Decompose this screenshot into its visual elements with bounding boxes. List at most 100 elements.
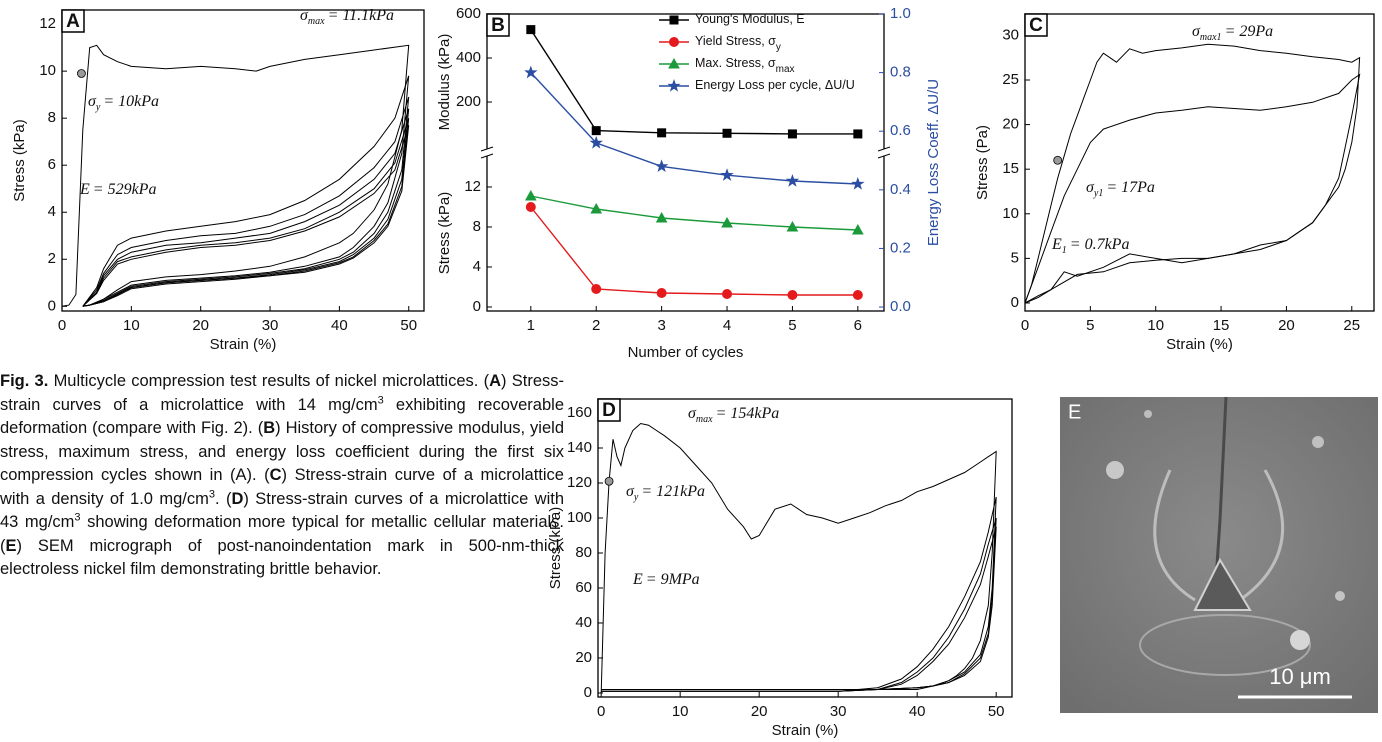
annotation-main: σ <box>300 7 309 24</box>
x-tick-label: 25 <box>1343 317 1360 334</box>
sem-particle <box>1335 591 1345 601</box>
caption-text: ) Stress-strain curve of a microlattice … <box>0 466 564 508</box>
legend-label-sub: max <box>776 64 795 75</box>
caption-text: Fig. 3. <box>0 372 49 390</box>
annotation: E = 529kPa <box>79 181 156 198</box>
y-tick-label: 4 <box>473 258 481 275</box>
panel-label: D <box>602 400 616 421</box>
y-axis-title: Stress (kPa) <box>11 119 28 202</box>
x-tick-label: 4 <box>723 317 731 334</box>
axis-break <box>481 149 493 156</box>
panel-label: C <box>1029 15 1043 36</box>
annotation-main: σ <box>88 93 97 110</box>
y-tick-label: 140 <box>567 439 592 456</box>
marker <box>720 168 734 181</box>
caption-text: ) SEM micrograph of post-nanoindentation… <box>0 536 564 579</box>
x-tick-label: 20 <box>751 703 768 720</box>
legend-label-main: Yield Stress, σ <box>695 34 776 48</box>
y-tick-label: 8 <box>473 218 481 235</box>
y2-tick-label: 0.8 <box>890 64 911 81</box>
data-line <box>601 496 997 692</box>
y-tick-label: 2 <box>48 250 56 267</box>
annotation-text: = 9MPa <box>646 571 700 588</box>
x-tick-label: 5 <box>1086 317 1094 334</box>
x-tick-label: 1 <box>527 317 535 334</box>
data-line <box>530 72 858 185</box>
marker <box>526 25 536 35</box>
annotation-main: σ <box>688 405 697 422</box>
annotation-sub: max <box>696 414 713 425</box>
caption-text: C <box>269 466 282 484</box>
x-tick-label: 0 <box>597 703 605 720</box>
sem-ridge <box>1239 469 1285 602</box>
y-tick-label: 12 <box>464 178 481 195</box>
y-tick-label: 60 <box>575 579 592 596</box>
y2-axis-title: Energy Loss Coeff. ΔU/U <box>925 79 942 246</box>
caption-text: ) Stress-strain curves of a microlattice… <box>0 372 565 414</box>
legend-label: Max. Stress, σmax <box>695 56 795 75</box>
data-line <box>600 422 997 694</box>
panel-label: B <box>491 15 505 36</box>
annotation-sub: y1 <box>1093 188 1103 199</box>
x-tick-label: 0 <box>58 317 66 334</box>
annotation-sub: 1 <box>1062 245 1067 256</box>
y-tick-label: 0 <box>584 684 592 701</box>
annotation-text: = 121kPa <box>641 483 705 500</box>
annotation-text: = 154kPa <box>716 405 780 422</box>
marker <box>591 126 601 136</box>
annotation: σy = 10kPa <box>88 93 159 113</box>
sem-image: E 10 μm <box>1060 396 1378 713</box>
annotation: E1 = 0.7kPa <box>1051 236 1129 256</box>
data-line <box>530 29 858 135</box>
marker <box>787 129 797 139</box>
x-axis-title: Strain (%) <box>772 722 839 739</box>
data-line <box>601 517 997 692</box>
x-tick-label: 20 <box>1278 317 1295 334</box>
y-tick-label: 20 <box>1002 116 1019 133</box>
x-axis-title: Strain (%) <box>210 336 277 353</box>
y-tick-label: 8 <box>48 109 56 126</box>
y2-tick-label: 0.2 <box>890 239 911 256</box>
annotation: E = 9MPa <box>632 571 700 588</box>
yield-point <box>604 476 614 486</box>
legend-marker <box>667 78 681 92</box>
x-tick-label: 50 <box>988 703 1005 720</box>
annotation-text: = 10kPa <box>103 93 159 110</box>
annotation-main: σ <box>626 483 635 500</box>
annotation: σmax = 11.1kPa <box>300 7 394 27</box>
marker <box>524 65 538 79</box>
annotation: σmax1 = 29Pa <box>1192 23 1273 43</box>
axis-break <box>877 153 891 159</box>
sem-particle <box>1106 461 1124 479</box>
marker <box>852 290 863 300</box>
data-line <box>82 108 410 307</box>
x-axis-title: Number of cycles <box>628 344 744 361</box>
caption-text: E <box>5 536 17 555</box>
plot-frame <box>61 9 425 312</box>
annotation-text: = 11.1kPa <box>328 7 394 24</box>
annotation-text: = 29Pa <box>1225 23 1274 40</box>
data-line <box>530 206 858 296</box>
caption-text: 3 <box>377 394 384 406</box>
y-tick-label: 80 <box>575 544 592 561</box>
caption-text: B <box>263 419 276 437</box>
legend-label-main: Young's Modulus, E <box>695 12 805 26</box>
chart: 0 10 20 30 40 50 0 20 40 60 80 100 120 140 160 Strain (… <box>547 398 1013 739</box>
annotation: σmax = 154kPa <box>688 405 779 425</box>
panel-label-box <box>61 9 85 33</box>
annotation-text: = 0.7kPa <box>1070 236 1130 253</box>
x-tick-label: 0 <box>1021 317 1029 334</box>
marker <box>787 290 798 300</box>
panel-label-box <box>597 398 621 422</box>
y-tick-label: 0 <box>1011 294 1019 311</box>
caption-text: exhibiting recoverable deformation (comp… <box>0 395 564 438</box>
sem-ridge <box>1139 614 1311 676</box>
y-tick-label: 12 <box>39 15 56 32</box>
chart: 0 5 10 15 20 25 0 5 10 15 20 25 30 Strain (%) Stress (… <box>974 13 1375 353</box>
y-axis-title: Stress (Pa) <box>974 125 991 200</box>
x-tick-label: 20 <box>192 317 209 334</box>
y-tick-label: 0 <box>48 297 56 314</box>
panel-label: A <box>66 11 80 32</box>
marker <box>589 135 603 149</box>
x-tick-label: 15 <box>1213 317 1230 334</box>
